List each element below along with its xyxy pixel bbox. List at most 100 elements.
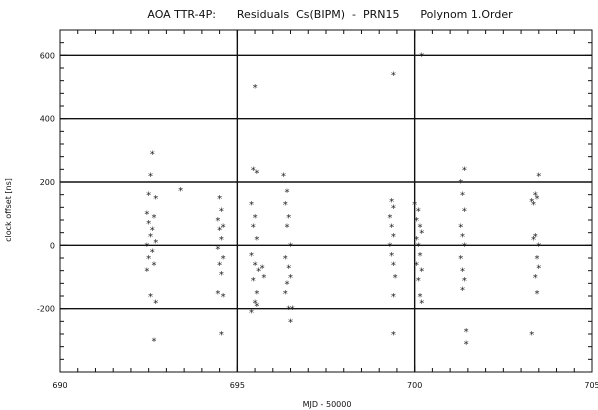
y-tick-label: 200 — [40, 178, 55, 187]
data-point: * — [253, 83, 258, 94]
x-tick-label: 690 — [52, 381, 67, 390]
data-point: * — [462, 207, 467, 218]
data-point: * — [144, 241, 149, 252]
y-tick-label: 0 — [50, 241, 55, 250]
data-point: * — [535, 289, 540, 300]
data-point: * — [389, 197, 394, 208]
data-point: * — [290, 305, 295, 316]
data-point: * — [391, 70, 396, 81]
data-point: * — [286, 305, 291, 316]
data-point: * — [283, 254, 288, 265]
data-point: * — [288, 317, 293, 328]
data-point: * — [288, 273, 293, 284]
data-point: * — [533, 273, 538, 284]
data-point: * — [460, 286, 465, 297]
data-point: * — [148, 232, 153, 243]
data-point: * — [153, 194, 158, 205]
data-point: * — [249, 200, 254, 211]
data-point: * — [151, 260, 156, 271]
data-point: * — [393, 273, 398, 284]
y-axis: -200 0 200 400 600 — [37, 29, 592, 373]
data-point: * — [531, 200, 536, 211]
data-point: * — [219, 270, 224, 281]
data-point: * — [419, 51, 424, 62]
data-point: * — [253, 298, 258, 309]
plot-area-frame — [59, 29, 593, 373]
data-point: * — [281, 172, 286, 183]
data-point: * — [536, 172, 541, 183]
data-point: * — [529, 197, 534, 208]
data-point: * — [251, 165, 256, 176]
data-point: * — [536, 264, 541, 275]
data-point: * — [215, 216, 220, 227]
data-point: * — [254, 235, 259, 246]
x-axis: 690 695 700 705 — [52, 30, 598, 390]
data-point: * — [458, 254, 463, 265]
data-point: * — [283, 289, 288, 300]
y-axis-label: clock offset [ns] — [4, 178, 13, 242]
data-point: * — [284, 222, 289, 233]
data-point: * — [391, 203, 396, 214]
data-point: * — [146, 254, 151, 265]
data-point: * — [150, 248, 155, 259]
data-point: * — [531, 235, 536, 246]
data-point: * — [261, 273, 266, 284]
data-point: * — [150, 150, 155, 161]
data-point: * — [217, 260, 222, 271]
data-point: * — [146, 191, 151, 202]
data-point: * — [387, 241, 392, 252]
data-point: * — [419, 298, 424, 309]
data-point: * — [148, 172, 153, 183]
x-axis-label: MJD - 50000 — [303, 400, 352, 409]
y-tick-label: 600 — [40, 51, 55, 60]
data-point: * — [253, 260, 258, 271]
data-point: * — [153, 238, 158, 249]
data-point: * — [249, 251, 254, 262]
data-point: * — [153, 298, 158, 309]
x-tick-label: 695 — [230, 381, 245, 390]
data-point: * — [458, 178, 463, 189]
data-point: * — [288, 241, 293, 252]
data-points: *** ** ************************* **********… — [144, 51, 541, 350]
data-point: * — [460, 191, 465, 202]
data-point: * — [286, 213, 291, 224]
data-point: * — [286, 264, 291, 275]
data-point: * — [417, 222, 422, 233]
grid-lines — [60, 30, 592, 372]
data-point: * — [417, 292, 422, 303]
data-point: * — [221, 254, 226, 265]
data-point: * — [389, 222, 394, 233]
data-point: * — [150, 226, 155, 237]
x-tick-label: 705 — [584, 381, 598, 390]
data-point: * — [412, 200, 417, 211]
data-point: * — [217, 194, 222, 205]
data-point: * — [414, 216, 419, 227]
data-point: * — [254, 302, 259, 313]
data-point: * — [417, 251, 422, 262]
data-point: * — [253, 213, 258, 224]
y-tick-label: 400 — [40, 115, 55, 124]
data-point: * — [462, 165, 467, 176]
data-point: * — [529, 330, 534, 341]
data-point: * — [144, 210, 149, 221]
data-point: * — [256, 267, 261, 278]
data-point: * — [151, 213, 156, 224]
data-point: * — [221, 292, 226, 303]
data-point: * — [217, 226, 222, 237]
data-point: * — [260, 264, 265, 275]
data-point: * — [178, 186, 183, 197]
data-point: * — [391, 330, 396, 341]
chart-title: AOA TTR-4P: Residuals Cs(BIPM) - PRN15 P… — [147, 8, 513, 21]
data-point: * — [464, 327, 469, 338]
data-point: * — [387, 213, 392, 224]
data-point: * — [215, 245, 220, 256]
data-point: * — [389, 251, 394, 262]
data-point: * — [251, 276, 256, 287]
data-point: * — [533, 191, 538, 202]
data-point: * — [284, 279, 289, 290]
data-point: * — [391, 292, 396, 303]
data-point: * — [462, 276, 467, 287]
x-tick-label: 700 — [407, 381, 422, 390]
data-point: * — [419, 267, 424, 278]
